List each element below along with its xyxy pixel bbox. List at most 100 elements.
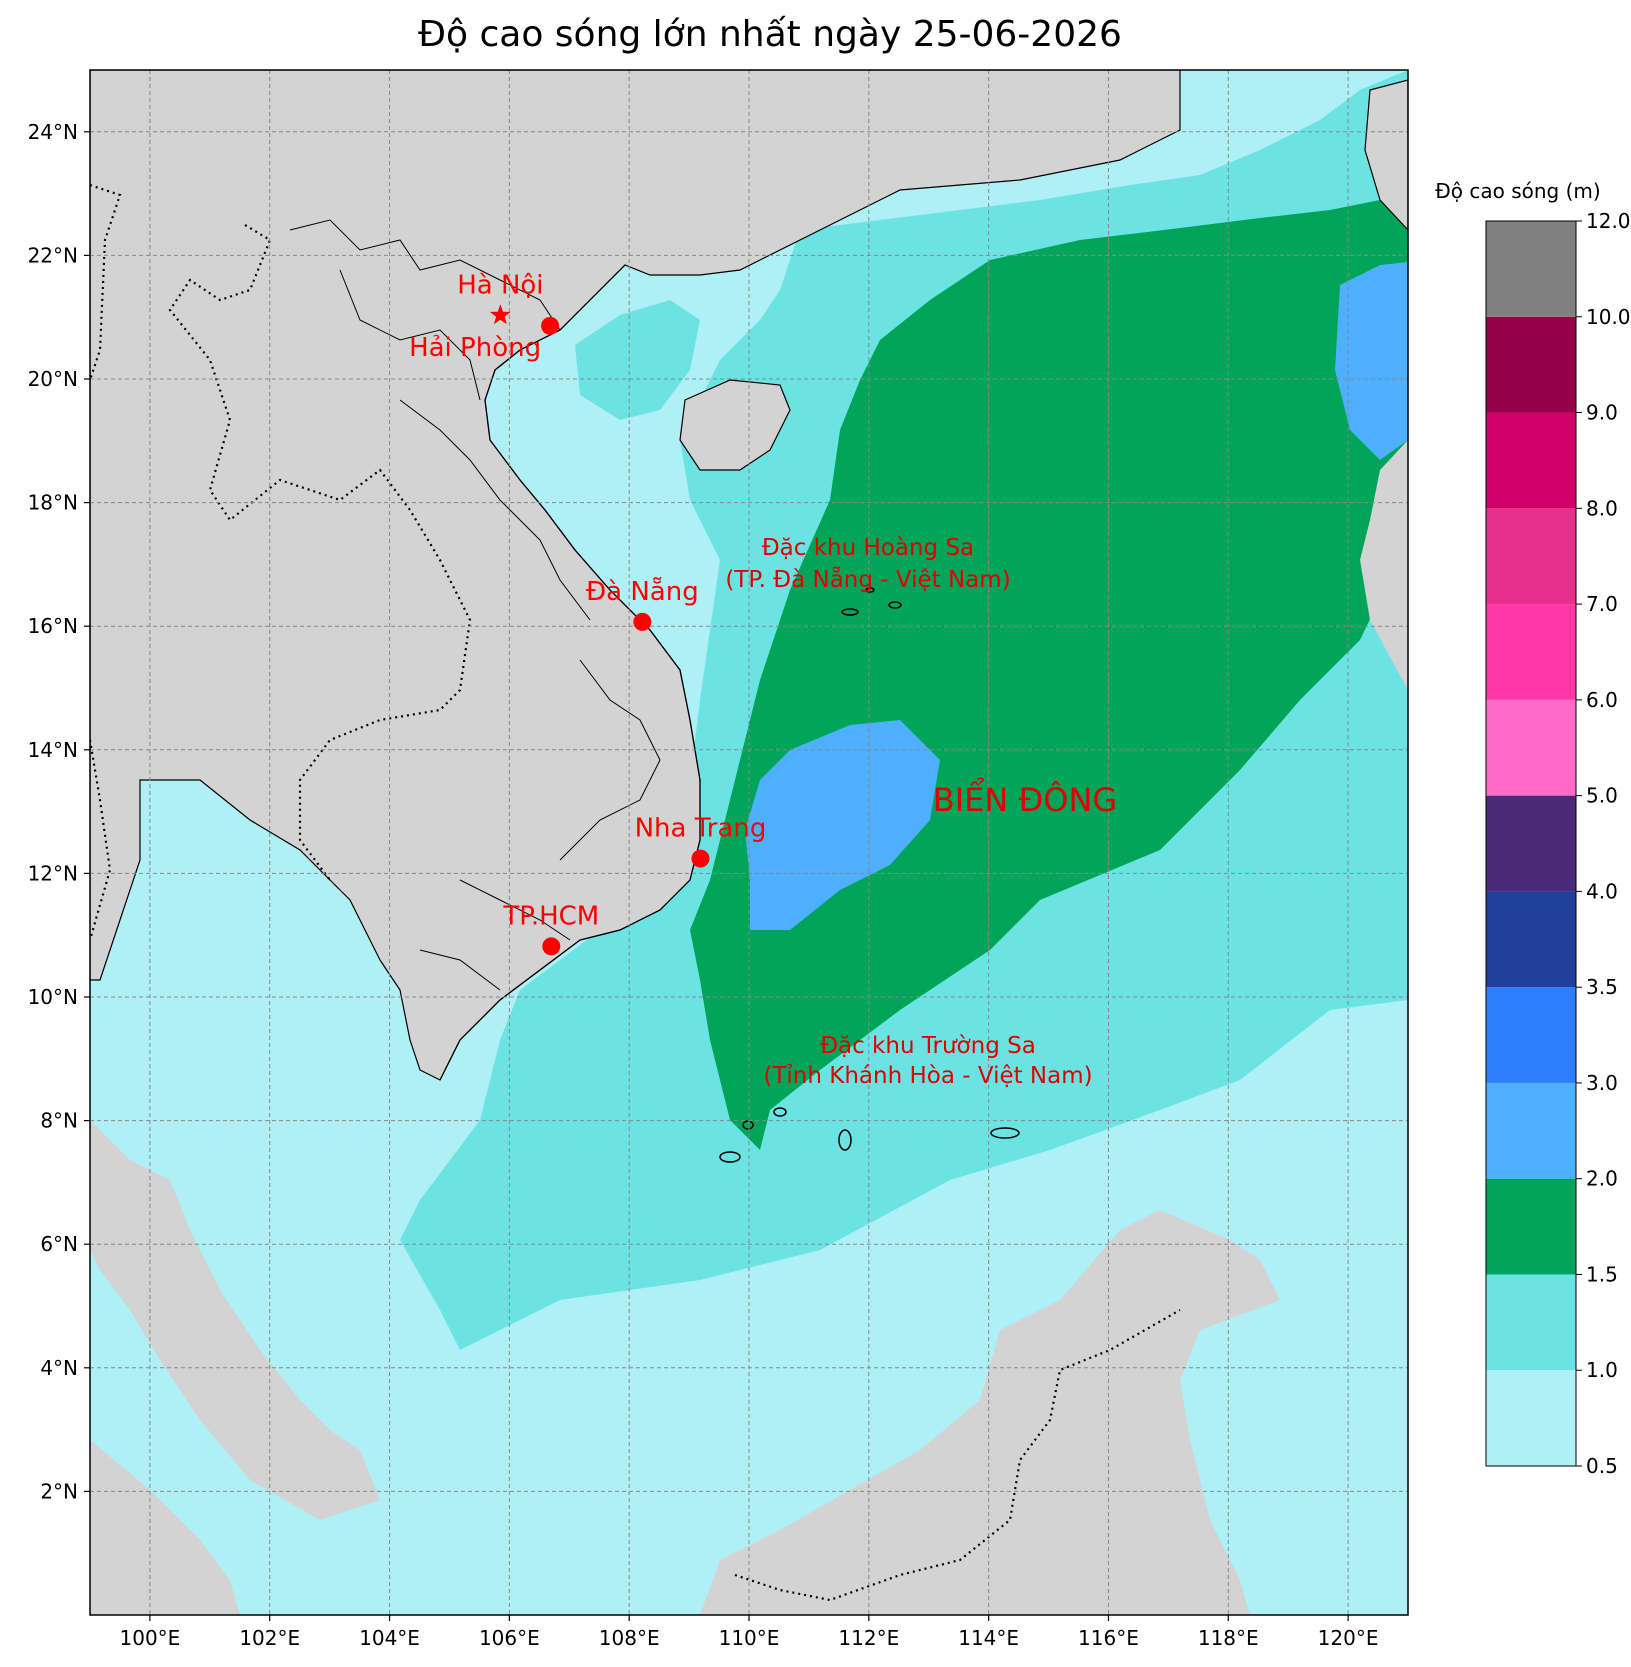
y-tick-label: 10°N — [28, 985, 78, 1009]
colorbar-swatch — [1486, 1178, 1576, 1275]
city-label: Đà Nẵng — [586, 576, 699, 607]
x-tick-label: 102°E — [239, 1626, 300, 1650]
city-star-marker — [489, 304, 511, 325]
city-label: TP.HCM — [502, 901, 599, 931]
colorbar-swatches: 0.5 1.0 1.5 2.0 3.0 3.5 4.0 5.0 6.0 7.0 8.0 9.0 10.0… — [1486, 209, 1631, 1478]
island — [773, 1107, 787, 1117]
colorbar-tick-label: 3.5 — [1586, 975, 1618, 999]
city-dot-marker — [542, 937, 561, 956]
colorbar-swatch — [1486, 316, 1576, 413]
colorbar-tick-label: 1.5 — [1586, 1262, 1618, 1286]
country-borders — [90, 183, 1181, 1602]
truong-sa-label-line1: Đặc khu Trường Sa — [820, 1033, 1036, 1059]
border-line — [90, 183, 122, 381]
city-dot-marker — [633, 612, 652, 631]
colorbar-swatch — [1486, 604, 1576, 700]
y-tick-label: 18°N — [28, 491, 78, 515]
wave-zone-2-3m-central — [745, 720, 940, 930]
x-tick-label: 114°E — [958, 1626, 1019, 1650]
colorbar-tick-label: 6.0 — [1586, 688, 1618, 712]
land-layer — [90, 70, 1408, 1615]
colorbar-tick-label: 0.5 — [1586, 1454, 1618, 1478]
gridlines — [90, 70, 1408, 1615]
colorbar-tick-label: 12.0 — [1586, 209, 1631, 233]
colorbar-tick-label: 2.0 — [1586, 1167, 1618, 1191]
province-line — [559, 659, 661, 861]
island — [838, 1129, 852, 1151]
x-tick-label: 118°E — [1198, 1626, 1259, 1650]
truong-sa-label-line2: (Tỉnh Khánh Hòa - Việt Nam) — [763, 1063, 1092, 1089]
hoang-sa-label-line2: (TP. Đà Nẵng - Việt Nam) — [725, 565, 1010, 593]
y-axis-ticks: 2°N 4°N 6°N 8°N 10°N 12°N 14°N 16°N 18°N 20°N 22°N… — [28, 120, 90, 1503]
y-tick-label: 16°N — [28, 614, 78, 638]
y-tick-label: 12°N — [28, 861, 78, 885]
x-axis-ticks: 100°E 102°E 104°E 106°E 108°E 110°E 112°E 114°E… — [120, 1615, 1379, 1650]
x-tick-label: 112°E — [838, 1626, 899, 1650]
city-label: Hà Nội — [457, 270, 543, 300]
hoang-sa-label-line1: Đặc khu Hoàng Sa — [762, 535, 974, 561]
colorbar-title: Độ cao sóng (m) — [1435, 179, 1600, 203]
x-tick-label: 120°E — [1318, 1626, 1379, 1650]
province-line — [339, 269, 481, 401]
wave-zone-2-3m-east — [1335, 262, 1408, 460]
island — [719, 1151, 741, 1163]
island — [841, 608, 859, 616]
island — [888, 601, 902, 609]
x-tick-label: 106°E — [479, 1626, 540, 1650]
city-markers: Hà Nội Hải Phòng Đà Nẵng Nha Trang TP.HCM — [409, 270, 767, 956]
colorbar-tick-label: 10.0 — [1586, 305, 1631, 329]
province-line — [459, 879, 571, 941]
province-line — [289, 219, 561, 331]
map-layers — [90, 70, 1408, 1615]
x-tick-label: 108°E — [599, 1626, 660, 1650]
border-line — [168, 224, 472, 881]
colorbar-tick-label: 4.0 — [1586, 879, 1618, 903]
land-taiwan — [1364, 79, 1408, 231]
y-tick-label: 14°N — [28, 738, 78, 762]
bien-dong-label: BIỂN ĐÔNG — [933, 777, 1117, 819]
province-borders — [289, 219, 661, 991]
vietnam-coastline — [439, 264, 701, 1081]
island — [865, 587, 875, 593]
x-tick-label: 100°E — [120, 1626, 181, 1650]
y-tick-label: 24°N — [28, 120, 78, 144]
y-tick-label: 20°N — [28, 367, 78, 391]
y-tick-label: 8°N — [40, 1109, 78, 1133]
colorbar-tick-label: 3.0 — [1586, 1071, 1618, 1095]
colorbar-tick-label: 5.0 — [1586, 784, 1618, 808]
colorbar-swatch — [1486, 508, 1576, 605]
colorbar-swatch — [1486, 1274, 1576, 1371]
city-dot-marker — [541, 316, 560, 335]
border-line — [90, 739, 112, 941]
y-tick-label: 4°N — [40, 1356, 78, 1380]
x-tick-label: 110°E — [719, 1626, 780, 1650]
x-tick-label: 104°E — [359, 1626, 420, 1650]
colorbar-tick-label: 1.0 — [1586, 1358, 1618, 1382]
colorbar-swatch — [1486, 891, 1576, 988]
annotations: Đặc khu Hoàng Sa (TP. Đà Nẵng - Việt Nam… — [725, 535, 1117, 1089]
colorbar-swatch — [1486, 1370, 1576, 1466]
colorbar-tick-label: 8.0 — [1586, 496, 1618, 520]
land-borneo — [700, 1210, 1280, 1615]
wave-zone-gulf-tonkin — [575, 300, 700, 420]
x-tick-label: 116°E — [1078, 1626, 1139, 1650]
colorbar: Độ cao sóng (m) 0.5 1.0 1.5 2.0 3.0 3.5 4.0 5.0… — [1435, 179, 1630, 1478]
land-sumatra — [90, 1440, 240, 1615]
colorbar-swatch — [1486, 221, 1576, 317]
city-label: Hải Phòng — [409, 333, 541, 363]
colorbar-swatch — [1486, 987, 1576, 1083]
land-malay-peninsula — [90, 1120, 380, 1520]
colorbar-frame — [1485, 220, 1577, 1467]
y-tick-label: 2°N — [40, 1479, 78, 1503]
colorbar-tick-label: 9.0 — [1586, 401, 1618, 425]
colorbar-tick-label: 7.0 — [1586, 592, 1618, 616]
province-line — [419, 949, 501, 991]
city-dot-marker — [691, 849, 710, 868]
land-hainan — [679, 379, 791, 471]
city-label: Nha Trang — [635, 814, 767, 844]
map-title: Độ cao sóng lớn nhất ngày 25-06-2026 — [418, 14, 1122, 55]
colorbar-swatch — [1486, 795, 1576, 892]
island-group — [719, 587, 1020, 1163]
colorbar-swatch — [1486, 412, 1576, 509]
